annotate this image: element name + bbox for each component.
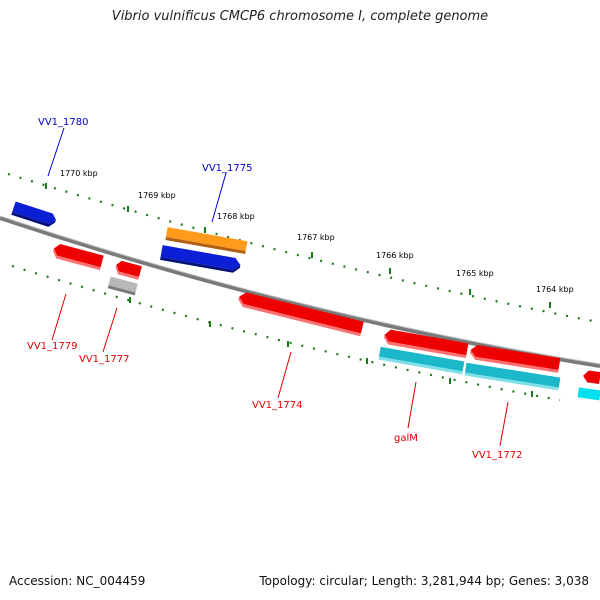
leader-line-vv1-1780 (47, 127, 65, 177)
gene-labels: VV1_1780 VV1_1775 VV1_1779 VV1_1777 VV1_… (27, 117, 523, 461)
gene-red-1772-upper[interactable] (469, 344, 561, 373)
tick-label: 1765 kbp (456, 269, 494, 278)
gene-vv1-1780[interactable] (11, 201, 57, 228)
leader-line-vv1-1772 (499, 401, 509, 447)
tick-label: 1766 kbp (376, 251, 414, 260)
genome-backbone-highlight (0, 215, 600, 365)
gene-orange[interactable] (165, 227, 248, 255)
gene-vv1-1779[interactable] (52, 243, 104, 271)
leader-line-vv1-1774 (277, 351, 292, 399)
tick-label: 1768 kbp (217, 212, 255, 221)
gene-galm[interactable] (378, 346, 465, 375)
tick-label: 1764 kbp (536, 285, 574, 294)
tick-label: 1769 kbp (138, 191, 176, 200)
leader-line-vv1-1777 (102, 307, 118, 353)
gene-label: VV1_1779 (27, 341, 78, 352)
gene-red-edge[interactable] (582, 370, 600, 385)
map-title: Vibrio vulnificus CMCP6 chromosome I, co… (111, 9, 489, 24)
tick-label: 1767 kbp (297, 233, 335, 242)
gene-cyan-edge[interactable] (577, 387, 600, 401)
reverse-genes (52, 243, 600, 401)
accession-text: Accession: NC_004459 (9, 574, 146, 588)
gene-vv1-1772[interactable] (464, 362, 561, 391)
inner-tick-scale (11, 264, 561, 402)
gene-label: VV1_1772 (472, 450, 523, 461)
gene-label: VV1_1775 (202, 163, 253, 174)
gene-label: galM (394, 433, 418, 444)
kbp-labels: 1770 kbp 1769 kbp 1768 kbp 1767 kbp 1766… (60, 169, 574, 294)
gene-red-small[interactable] (114, 260, 142, 280)
gene-label: VV1_1774 (252, 400, 303, 411)
major-ticks (45, 183, 551, 397)
leader-line-vv1-1775 (211, 172, 227, 223)
leader-line-galm (407, 381, 417, 429)
leader-line-vv1-1779 (51, 293, 67, 341)
leader-lines (47, 127, 509, 447)
gene-vv1-1777[interactable] (107, 276, 138, 296)
tick-label: 1770 kbp (60, 169, 98, 178)
gene-red-galm-upper[interactable] (383, 329, 469, 359)
gene-vv1-1774[interactable] (237, 291, 364, 337)
gene-label: VV1_1780 (38, 117, 89, 128)
forward-genes (11, 201, 248, 274)
gene-vv1-1775[interactable] (160, 245, 241, 274)
outer-tick-scale (7, 172, 599, 324)
topology-text: Topology: circular; Length: 3,281,944 bp… (259, 574, 589, 588)
gene-label: VV1_1777 (79, 354, 130, 365)
